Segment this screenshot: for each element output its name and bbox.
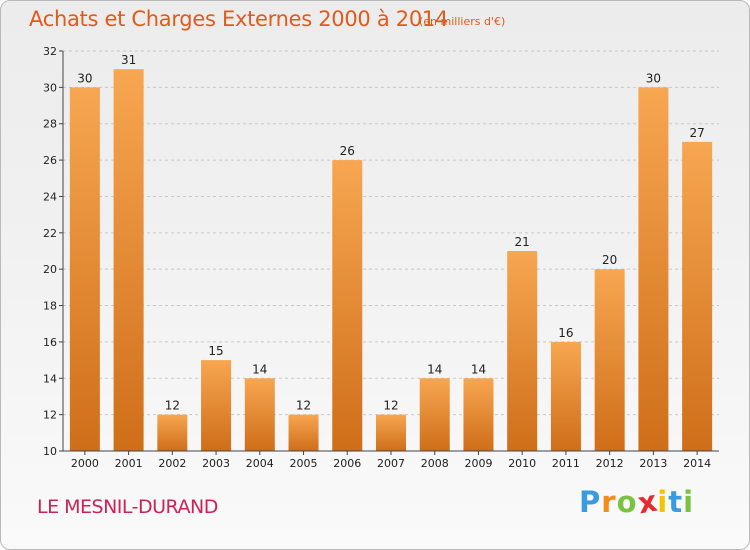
logo-letter: o: [616, 485, 638, 519]
data-label-2004: 14: [252, 362, 267, 376]
bar-2001: [113, 69, 144, 451]
bar-2013: [638, 87, 669, 451]
place-name: LE MESNIL-DURAND: [37, 496, 218, 518]
y-tick-label: 30: [43, 81, 57, 94]
data-label-2012: 20: [602, 253, 617, 267]
bar-2004: [244, 378, 275, 451]
y-tick-label: 24: [43, 190, 57, 203]
y-tick-label: 10: [43, 445, 57, 458]
bar-2008: [419, 378, 450, 451]
y-tick-label: 16: [43, 336, 57, 349]
x-tick-label: 2004: [246, 457, 274, 470]
data-label-2006: 26: [340, 144, 355, 158]
logo-letter: t: [668, 485, 684, 519]
proxiti-logo: Proxiti: [579, 483, 695, 521]
x-tick-label: 2014: [683, 457, 711, 470]
bars: 30 31 12 15 14 12 26 12 14 14 21 16 20 30 27: [69, 53, 713, 451]
x-tick-label: 2013: [639, 457, 667, 470]
logo-letter: P: [579, 485, 602, 519]
bar-2011: [550, 341, 581, 451]
bar-2012: [594, 269, 625, 451]
data-label-2008: 14: [427, 362, 442, 376]
bar-2014: [682, 141, 713, 451]
data-label-2002: 12: [165, 399, 180, 413]
bar-2000: [69, 87, 100, 451]
data-label-2011: 16: [558, 326, 573, 340]
x-tick-label: 2001: [115, 457, 143, 470]
data-label-2003: 15: [208, 344, 223, 358]
axes: 10 12 14 16 18 20 22 24 26 28 30 32 2000 2001 2002 2003…: [43, 45, 719, 470]
bar-2006: [332, 160, 363, 451]
data-label-2001: 31: [121, 53, 136, 67]
data-label-2000: 30: [77, 71, 92, 85]
chart-unit: (en milliers d'€): [419, 15, 506, 28]
data-label-2009: 14: [471, 362, 486, 376]
y-tick-label: 28: [43, 118, 57, 131]
bar-2002: [157, 414, 188, 451]
x-tick-label: 2005: [290, 457, 318, 470]
bar-2003: [201, 360, 232, 451]
x-tick-label: 2006: [333, 457, 361, 470]
x-tick-label: 2002: [158, 457, 186, 470]
data-label-2007: 12: [383, 399, 398, 413]
x-tick-label: 2003: [202, 457, 230, 470]
x-tick-label: 2008: [421, 457, 449, 470]
chart-title: Achats et Charges Externes 2000 à 2014: [29, 7, 449, 31]
bar-2007: [376, 414, 406, 451]
data-label-2013: 30: [646, 71, 661, 85]
y-tick-label: 12: [43, 409, 57, 422]
y-tick-label: 22: [43, 227, 57, 240]
y-tick-label: 32: [43, 45, 57, 58]
logo-letter: i: [683, 485, 695, 519]
y-tick-label: 20: [43, 263, 57, 276]
logo-letter: r: [601, 485, 617, 519]
x-tick-label: 2011: [552, 457, 580, 470]
y-tick-label: 14: [43, 372, 57, 385]
x-tick-label: 2007: [377, 457, 405, 470]
data-label-2010: 21: [515, 235, 530, 249]
data-label-2014: 27: [689, 126, 704, 140]
bar-2009: [463, 378, 494, 451]
x-tick-label: 2010: [508, 457, 536, 470]
y-tick-label: 18: [43, 300, 57, 313]
bar-2010: [507, 251, 538, 451]
x-tick-label: 2000: [71, 457, 99, 470]
x-tick-label: 2012: [596, 457, 624, 470]
x-tick-label: 2009: [464, 457, 492, 470]
data-label-2005: 12: [296, 399, 311, 413]
bar-2005: [288, 414, 319, 451]
logo-letter: x: [634, 483, 661, 521]
logo-letter: i: [657, 485, 669, 519]
y-tick-label: 26: [43, 154, 57, 167]
